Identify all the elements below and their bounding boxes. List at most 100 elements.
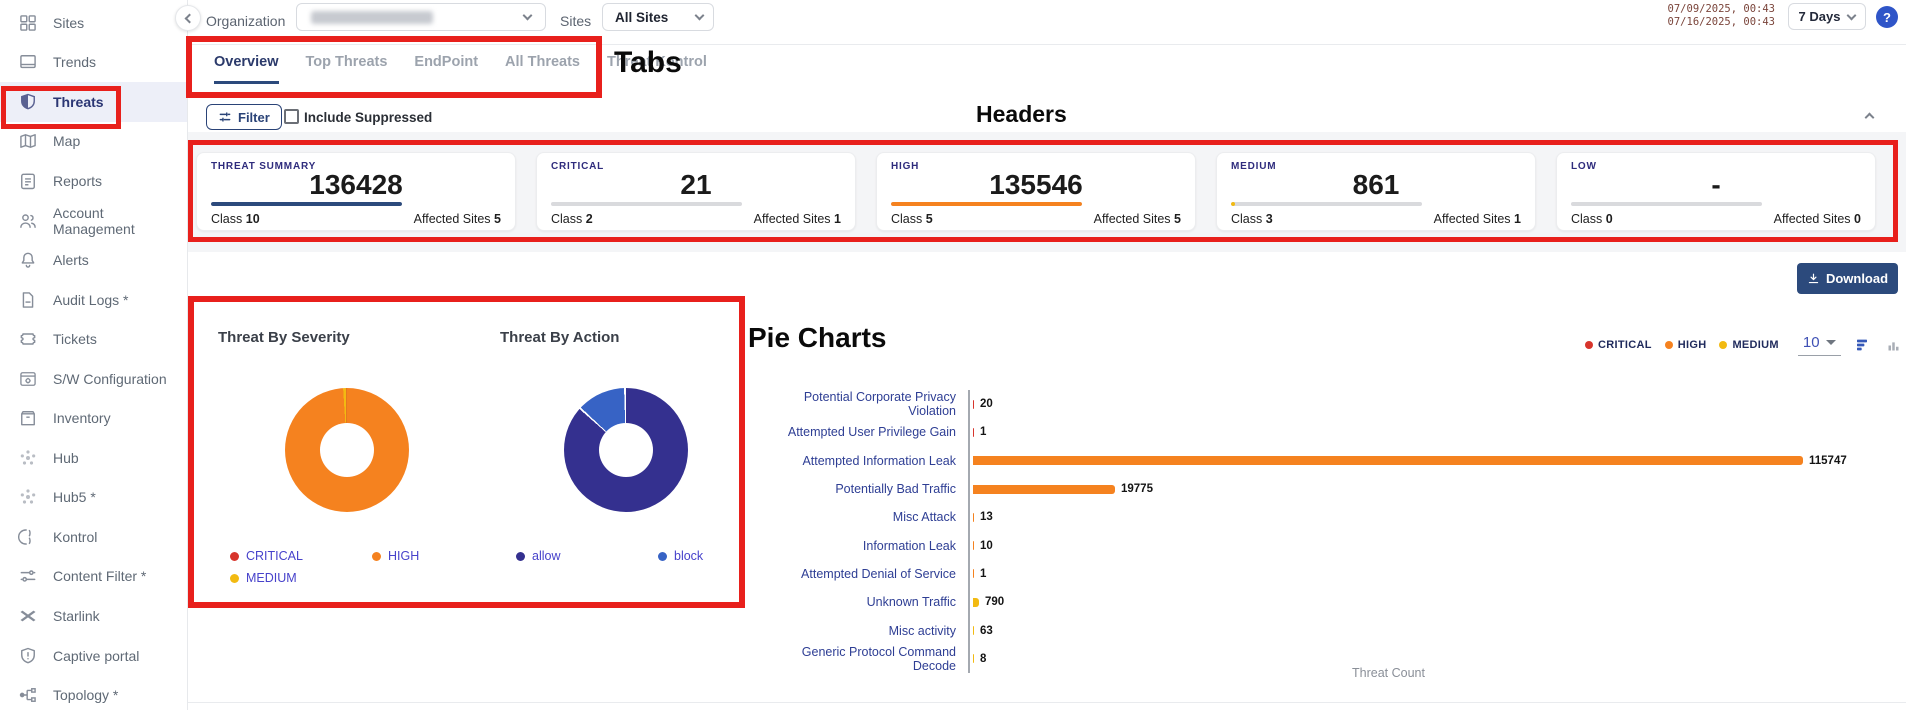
sidebar-item-label: Trends <box>53 54 97 71</box>
sidebar-item-label: Tickets <box>53 331 97 348</box>
audit-logs-icon <box>17 289 38 310</box>
bar <box>973 456 1803 466</box>
sidebar-item-account-management[interactable]: Account Management <box>0 201 187 241</box>
sidebar-item-hub[interactable]: Hub <box>0 438 187 478</box>
bar-row: Information Leak 10 <box>770 531 1900 560</box>
legend-label: block <box>674 549 704 563</box>
bar-track: 19775 <box>968 474 1900 504</box>
sidebar-item-hub5[interactable]: Hub5 * <box>0 478 187 518</box>
sidebar-item-alerts[interactable]: Alerts <box>0 240 187 280</box>
top-n-value: 10 <box>1802 334 1820 351</box>
bar-value-label: 20 <box>980 398 993 411</box>
bar-value-label: 1 <box>980 426 987 439</box>
stat-card-critical: CRITICAL 21 Class 2 Affected Sites 1 <box>536 152 856 231</box>
tab-overview[interactable]: Overview <box>214 54 279 84</box>
time-range-selector[interactable]: 7 Days <box>1788 3 1866 30</box>
bar <box>973 569 974 579</box>
tab-threat-kontrol[interactable]: Threat Kontrol <box>606 54 707 70</box>
sidebar-item-tickets[interactable]: Tickets <box>0 319 187 359</box>
bar-value-label: 10 <box>980 539 993 552</box>
tab-all-threats[interactable]: All Threats <box>505 54 580 70</box>
stat-card-footer: Class 10 Affected Sites 5 <box>211 212 501 226</box>
organization-label: Organization <box>206 13 286 29</box>
organization-dropdown[interactable] <box>296 3 546 31</box>
sw-configuration-icon <box>17 368 38 389</box>
collapse-sidebar-button[interactable] <box>175 5 201 31</box>
bar-legend-item: CRITICAL <box>1585 339 1652 351</box>
severity-legend: CRITICAL HIGH MEDIUM <box>230 549 514 585</box>
horizontal-bars-view-button[interactable] <box>1854 336 1872 354</box>
sidebar-item-inventory[interactable]: Inventory <box>0 398 187 438</box>
sidebar-item-kontrol[interactable]: Kontrol <box>0 517 187 557</box>
account-management-icon <box>17 210 38 231</box>
help-button[interactable]: ? <box>1876 6 1898 28</box>
vertical-bars-view-button[interactable] <box>1885 336 1903 354</box>
bar-track: 1 <box>968 418 1900 447</box>
alerts-bell-icon <box>17 250 38 271</box>
action-legend: allow block <box>516 549 800 563</box>
stat-card-footer: Class 0 Affected Sites 0 <box>1571 212 1861 226</box>
bar <box>973 541 974 551</box>
sidebar-item-sites[interactable]: Sites <box>0 3 187 43</box>
legend-dot <box>372 551 381 561</box>
action-chart-title: Threat By Action <box>500 329 620 346</box>
sidebar-item-trends[interactable]: Trends <box>0 43 187 83</box>
sidebar-item-label: Hub5 * <box>53 489 96 506</box>
hub-icon <box>17 447 38 468</box>
sidebar-item-map[interactable]: Map <box>0 122 187 162</box>
stat-card-low: LOW - Class 0 Affected Sites 0 <box>1556 152 1876 231</box>
sidebar-item-starlink[interactable]: Starlink <box>0 596 187 636</box>
bar-category-label: Generic Protocol Command Decode <box>801 644 956 673</box>
legend-label: HIGH <box>1677 339 1707 351</box>
stat-card-value: - <box>1711 169 1721 200</box>
sidebar-item-label: S/W Configuration <box>53 370 167 387</box>
legend-label: HIGH <box>388 549 420 563</box>
sidebar-item-label: Audit Logs * <box>53 291 129 308</box>
sites-dropdown[interactable]: All Sites <box>602 3 714 31</box>
sidebar-item-captive-portal[interactable]: Captive portal <box>0 636 187 676</box>
sidebar-item-label: Map <box>53 133 81 150</box>
section-divider <box>188 702 1906 703</box>
bar-value-label: 1 <box>980 567 987 580</box>
x-axis-label: Threat Count <box>1352 666 1425 680</box>
caret-down-icon <box>1825 340 1836 345</box>
tab-top-threats[interactable]: Top Threats <box>305 54 388 70</box>
stat-card-progress <box>211 202 403 206</box>
donut-hole <box>320 423 374 477</box>
legend-dot <box>1719 341 1728 349</box>
legend-dot <box>1585 341 1593 349</box>
bar-track: 63 <box>968 616 1900 645</box>
sidebar-item-topology[interactable]: Topology * <box>0 675 187 710</box>
bar <box>973 626 974 636</box>
bar-category-label: Unknown Traffic <box>866 595 956 610</box>
threats-tabs: Overview Top Threats EndPoint All Threat… <box>214 54 707 84</box>
tab-endpoint[interactable]: EndPoint <box>414 54 479 70</box>
sites-label: Sites <box>560 13 592 29</box>
include-suppressed-checkbox[interactable] <box>284 109 299 124</box>
download-button[interactable]: Download <box>1797 263 1898 294</box>
sidebar-item-threats[interactable]: Threats <box>0 82 187 122</box>
sidebar-item-sw-configuration[interactable]: S/W Configuration <box>0 359 187 399</box>
stat-card-high: HIGH 135546 Class 5 Affected Sites 5 <box>876 152 1196 231</box>
bar-row: Attempted User Privilege Gain 1 <box>770 418 1900 447</box>
stat-card-footer: Class 3 Affected Sites 1 <box>1231 212 1521 226</box>
bar-value-label: 63 <box>980 624 993 637</box>
collapse-section-button[interactable] <box>1864 108 1875 126</box>
bar-row: Generic Protocol Command Decode 8 <box>770 644 1900 673</box>
bar-category-label: Attempted Information Leak <box>802 453 956 468</box>
sidebar-item-audit-logs[interactable]: Audit Logs * <box>0 280 187 320</box>
stat-card-threat-summary: THREAT SUMMARY 136428 Class 10 Affected … <box>196 152 516 231</box>
sidebar-item-content-filter[interactable]: Content Filter * <box>0 557 187 597</box>
sidebar-item-label: Kontrol <box>53 528 98 545</box>
stat-card-title: HIGH <box>891 161 920 172</box>
top-n-selector[interactable]: 10 <box>1797 334 1841 356</box>
filter-button[interactable]: Filter <box>206 104 282 130</box>
captive-portal-icon <box>17 645 38 666</box>
severity-legend-item: CRITICAL <box>230 549 372 563</box>
bar-value-label: 115747 <box>1809 454 1847 467</box>
date-range-end: 07/16/2025, 00:43 <box>1667 16 1775 28</box>
bar-value-label: 790 <box>985 596 1005 609</box>
bar-track: 8 <box>968 644 1900 673</box>
sidebar-item-reports[interactable]: Reports <box>0 161 187 201</box>
